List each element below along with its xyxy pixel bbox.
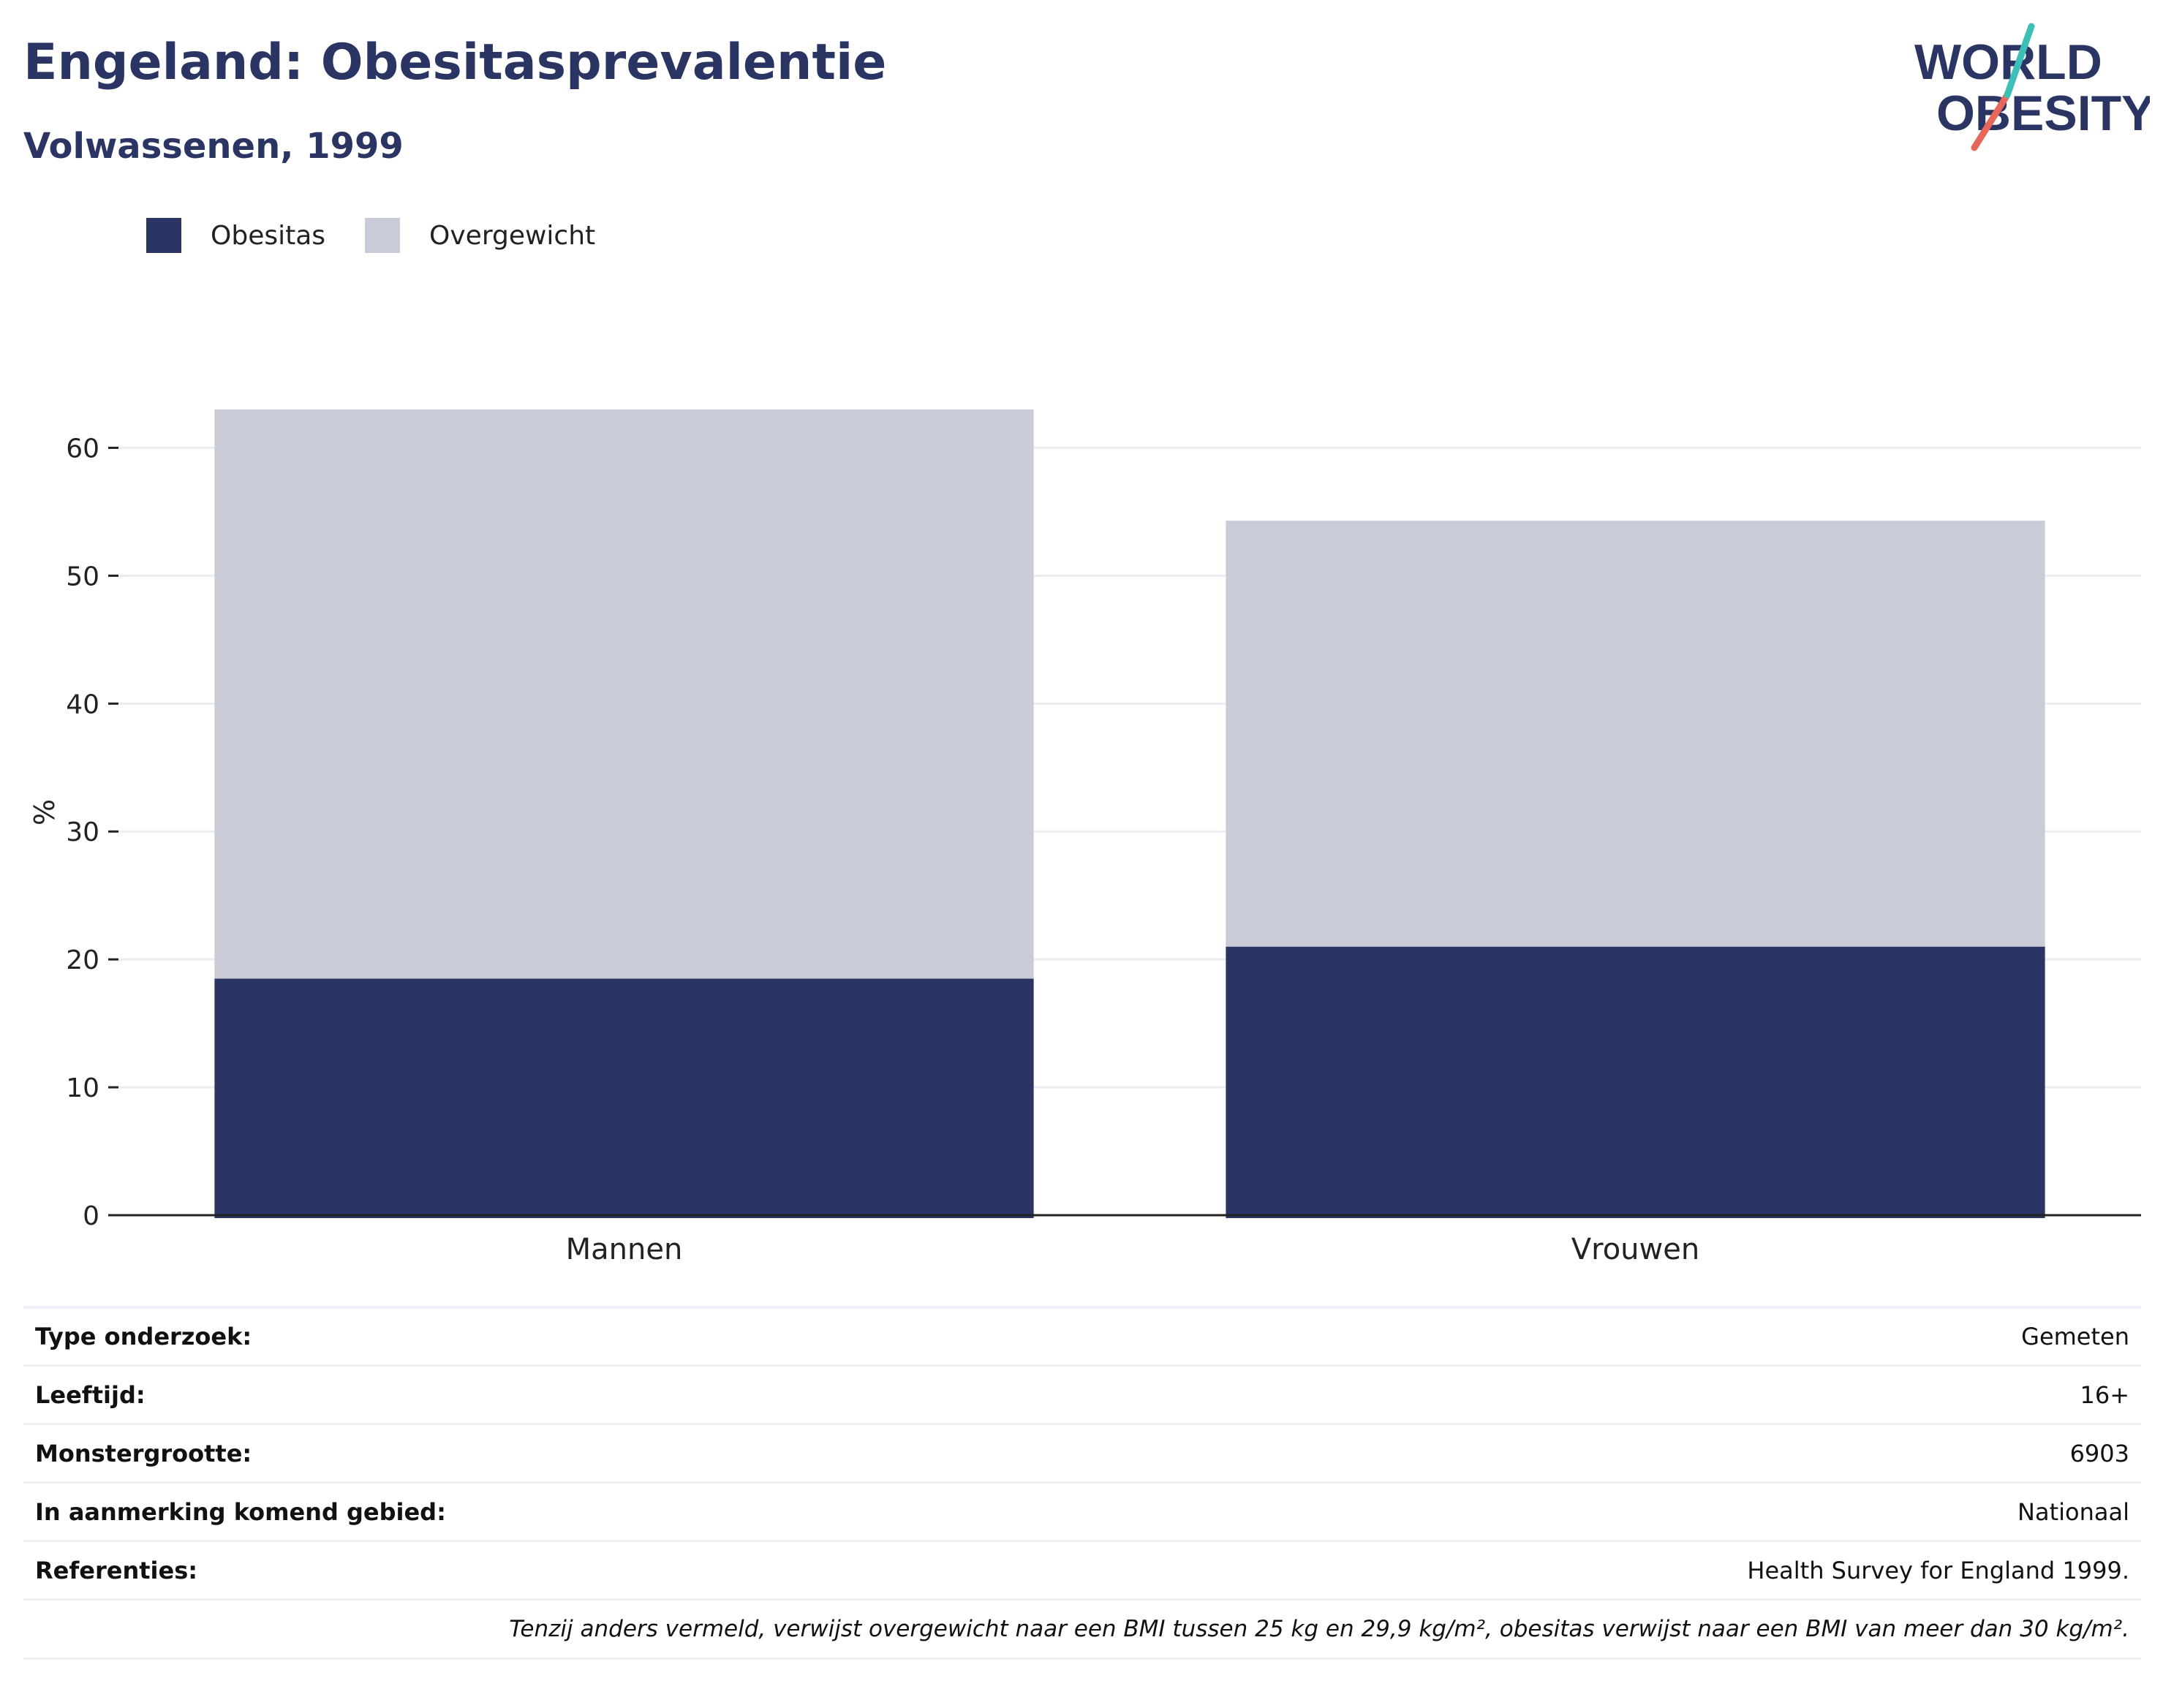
legend-label-obesitas: Obesitas xyxy=(211,220,326,251)
bar-overgewicht-vrouwen xyxy=(1226,521,2045,947)
chart-legend: Obesitas Overgewicht xyxy=(146,218,635,253)
info-label: Leeftijd: xyxy=(35,1380,146,1409)
info-value: Nationaal xyxy=(2017,1497,2129,1526)
y-tick-label: 60 xyxy=(66,434,99,464)
info-label: Referenties: xyxy=(35,1556,198,1584)
bar-obesitas-mannen xyxy=(214,978,1034,1218)
bar-obesitas-vrouwen xyxy=(1226,946,2045,1218)
x-tick-label: Vrouwen xyxy=(1571,1233,1699,1266)
info-label: In aanmerking komend gebied: xyxy=(35,1497,446,1526)
y-tick-label: 20 xyxy=(66,945,99,975)
legend-item-obesitas[interactable]: Obesitas xyxy=(146,218,325,253)
info-row-type: Type onderzoek: Gemeten xyxy=(23,1306,2141,1364)
info-value: Health Survey for England 1999. xyxy=(1747,1556,2129,1584)
info-label: Type onderzoek: xyxy=(35,1323,252,1350)
legend-label-overgewicht: Overgewicht xyxy=(429,220,596,251)
y-tick-label: 0 xyxy=(83,1201,99,1231)
y-tick-label: 10 xyxy=(66,1073,99,1103)
legend-swatch-obesitas xyxy=(146,218,181,253)
page-title: Engeland: Obesitasprevalentie xyxy=(23,34,887,91)
info-value: Gemeten xyxy=(2021,1323,2129,1350)
y-tick-label: 40 xyxy=(66,689,99,719)
y-tick-label: 50 xyxy=(66,562,99,592)
info-value: 6903 xyxy=(2069,1439,2129,1467)
info-row-sample-size: Monstergrootte: 6903 xyxy=(23,1423,2141,1481)
info-value: 16+ xyxy=(2080,1380,2129,1409)
info-row-area: In aanmerking komend gebied: Nationaal xyxy=(23,1481,2141,1540)
info-row-references: Referenties: Health Survey for England 1… xyxy=(23,1540,2141,1598)
legend-item-overgewicht[interactable]: Overgewicht xyxy=(365,218,595,253)
stacked-bar-chart: 0 10 20 30 40 50 60% Mannen Vrouwen xyxy=(29,409,2141,1266)
world-obesity-logo: WORLD OBESITY xyxy=(1914,23,2150,151)
legend-swatch-overgewicht xyxy=(365,218,401,253)
bar-overgewicht-mannen xyxy=(214,409,1034,979)
info-table: Type onderzoek: Gemeten Leeftijd: 16+ Mo… xyxy=(23,1306,2141,1660)
y-tick-label: 30 xyxy=(66,817,99,847)
info-row-age: Leeftijd: 16+ xyxy=(23,1364,2141,1423)
x-tick-label: Mannen xyxy=(566,1233,683,1266)
info-label: Monstergrootte: xyxy=(35,1439,252,1467)
logo-line2: OBESITY xyxy=(1936,86,2150,141)
y-axis-label: % xyxy=(29,799,61,825)
page-subtitle: Volwassenen, 1999 xyxy=(23,126,404,167)
logo-line1: WORLD xyxy=(1914,34,2102,90)
footnote: Tenzij anders vermeld, verwijst overgewi… xyxy=(23,1598,2141,1660)
